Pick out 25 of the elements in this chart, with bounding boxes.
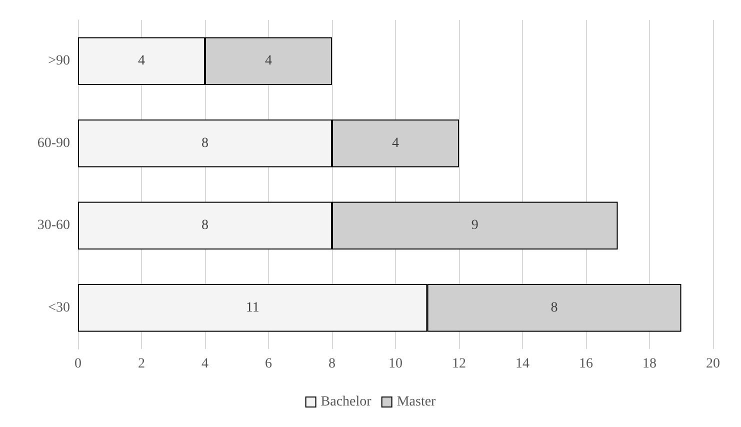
legend-label: Master [396,394,436,410]
x-tick-label: 0 [74,356,82,372]
x-tick-label: 2 [138,356,145,372]
x-tick-label: 18 [642,356,656,372]
legend-label: Bachelor [320,394,372,410]
x-tick-label: 4 [202,356,208,372]
data-label: 4 [138,54,145,69]
x-tick-label: 16 [579,356,593,372]
x-tick-label: 14 [516,356,530,372]
x-tick-label: 6 [265,356,272,372]
x-tick-label: 12 [452,356,466,372]
data-label: 8 [202,218,208,234]
y-tick-label: 60-90 [37,136,70,151]
data-label: 4 [392,136,399,151]
data-label: 11 [246,300,260,316]
data-label: 9 [471,218,478,234]
y-tick-label: <30 [48,300,70,316]
x-tick-label: 10 [388,356,402,372]
data-label: 8 [550,300,558,316]
data-label: 4 [265,54,272,69]
x-tick-label: 20 [706,356,720,372]
x-tick-label: 8 [328,356,336,372]
data-label: 8 [202,136,208,151]
y-tick-label: 30-60 [37,218,70,234]
y-tick-label: >90 [48,54,70,69]
